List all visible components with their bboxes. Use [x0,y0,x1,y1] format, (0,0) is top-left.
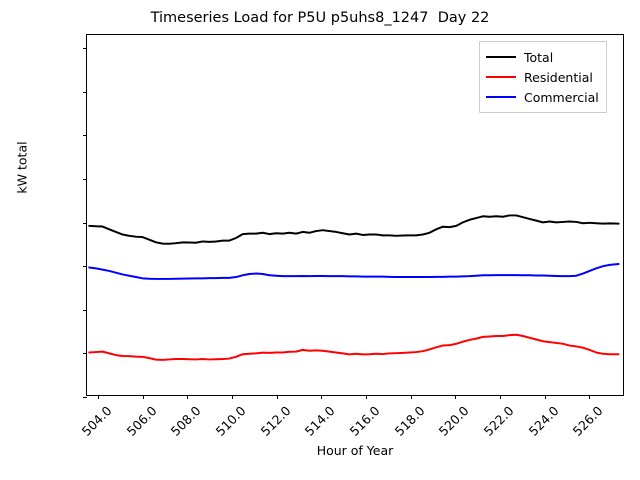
x-tick-mark [187,395,189,399]
y-tick-mark [83,353,87,355]
legend: Total Residential Commercial [479,41,607,113]
x-tick-label: 518.0 [391,403,428,439]
x-tick-label: 520.0 [436,403,472,439]
x-tick-mark [276,395,278,399]
x-tick-mark [410,395,412,399]
y-axis-label: kW total [14,141,30,194]
legend-line-swatch-commercial [486,96,516,98]
legend-label: Commercial [524,89,599,105]
page-title: Timeseries Load for P5U p5uhs8_1247 Day … [150,10,490,26]
x-tick-label: 506.0 [123,403,160,439]
y-tick-mark [83,135,87,137]
x-tick-label: 504.0 [78,403,115,439]
x-tick-mark [366,395,368,399]
x-tick-label: 514.0 [302,403,338,439]
legend-label: Total [524,49,554,65]
x-tick-label: 510.0 [212,403,249,439]
x-tick-label: 524.0 [525,403,562,439]
x-tick-mark [455,395,457,399]
legend-item: Residential [486,67,599,87]
legend-line-swatch-residential [486,76,516,78]
y-tick-mark [83,178,87,180]
x-tick-label: 522.0 [480,403,517,439]
x-tick-label: 508.0 [168,403,205,439]
x-tick-mark [142,395,144,399]
x-axis-label: Hour of Year [316,443,394,458]
x-tick-mark [232,395,234,399]
y-tick-mark [83,222,87,224]
series-line-residential [88,333,620,361]
x-tick-label: 516.0 [346,403,383,439]
y-tick-mark [83,309,87,311]
y-tick-mark [83,397,87,398]
x-tick-mark [321,395,323,399]
plot-lines [88,214,620,361]
x-tick-label: 512.0 [257,403,294,439]
x-tick-label: 526.0 [569,403,606,439]
legend-line-swatch-total [486,56,516,58]
legend-item: Commercial [486,87,599,107]
x-tick-mark [589,395,591,399]
y-tick-mark [83,91,87,93]
legend-item: Total [486,47,599,67]
y-tick-mark [83,266,87,268]
legend-label: Residential [524,69,593,85]
x-tick-mark [544,395,546,399]
x-tick-mark [499,395,501,399]
y-tick-mark [83,48,87,50]
series-line-total [88,214,620,245]
series-line-commercial [88,263,620,280]
x-tick-mark [98,395,100,399]
